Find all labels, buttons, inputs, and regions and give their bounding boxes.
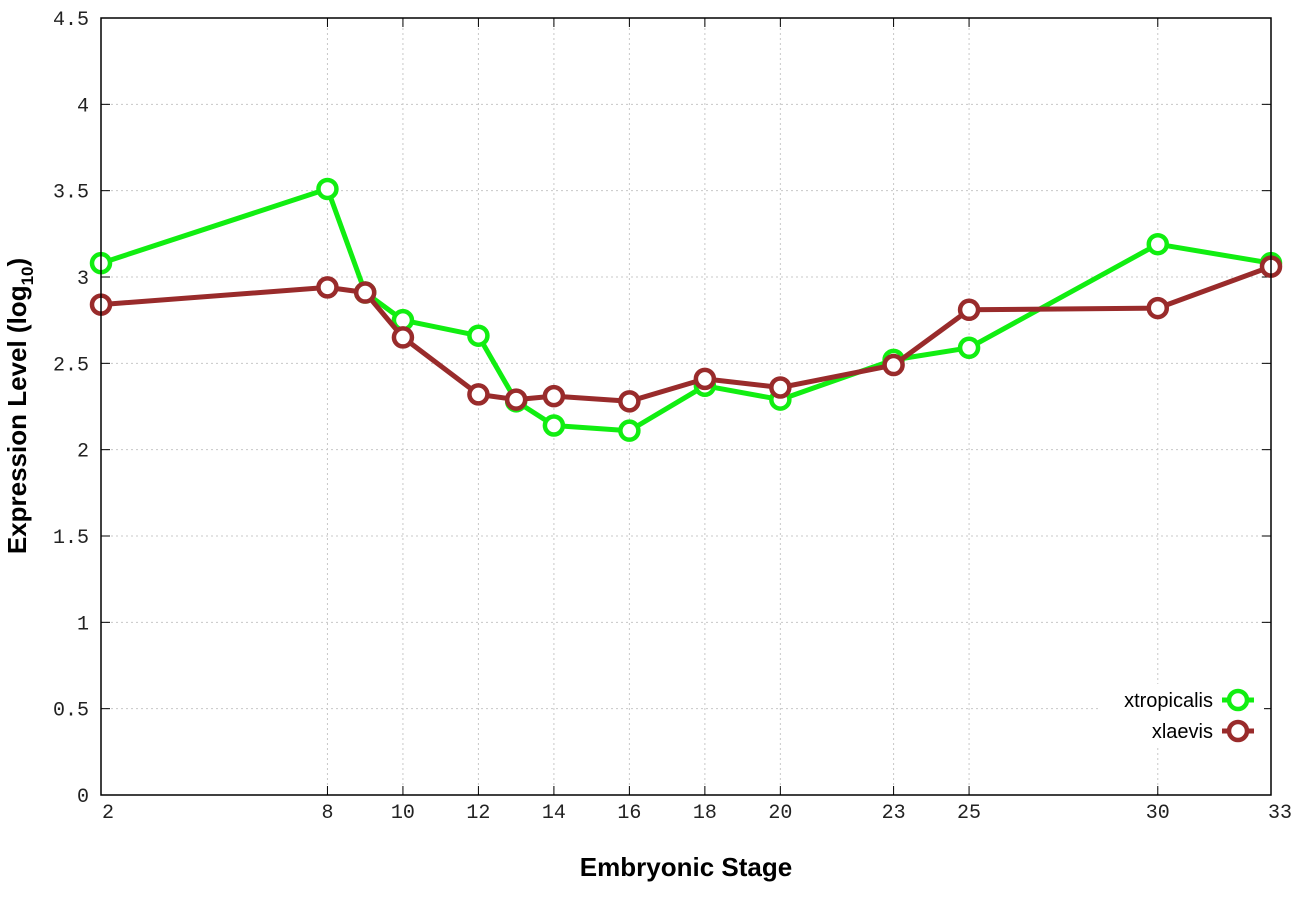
x-tick-label: 20 (768, 802, 792, 825)
tick-labels: 0 0.5 1 1.5 2 2.5 3 3.5 4 4.5 2 8 10 12 14 16 18 20 23 25 30… (53, 9, 1292, 825)
y-tick-label: 3.5 (53, 182, 89, 205)
y-tick-label: 1 (77, 613, 89, 636)
data-point-xlaevis (504, 388, 528, 411)
ticks (100, 17, 1272, 796)
x-tick-label: 25 (957, 802, 981, 825)
legend-marker-xlaevis (1226, 719, 1250, 743)
y-tick-label: 3 (77, 268, 89, 291)
x-tick-label: 30 (1146, 802, 1170, 825)
data-point-xlaevis (1146, 296, 1170, 320)
data-point-xlaevis (542, 384, 566, 408)
plot-frame (100, 17, 1272, 796)
data-point-xlaevis (957, 298, 981, 322)
x-tick-label: 23 (882, 802, 906, 825)
x-tick-label: 33 (1268, 802, 1292, 825)
y-tick-label: 2 (77, 441, 89, 464)
x-tick-label: 16 (617, 802, 641, 825)
x-tick-label: 18 (693, 802, 717, 825)
legend: xtropicalis xlaevis (1098, 684, 1264, 748)
y-tick-label: 0 (77, 786, 89, 809)
x-tick-label: 8 (321, 802, 333, 825)
y-tick-label: 1.5 (53, 527, 89, 550)
data-point-xtropicalis (467, 324, 490, 347)
data-point-xlaevis (391, 326, 415, 349)
legend-label-xlaevis: xlaevis (1152, 721, 1213, 743)
data-point-xlaevis (467, 383, 490, 406)
y-axis-title-subscript: 10 (18, 267, 37, 286)
series-line-xlaevis (100, 264, 1272, 404)
y-tick-label: 4.5 (53, 9, 89, 32)
data-point-xlaevis (769, 376, 792, 399)
series-xlaevis (89, 255, 1283, 413)
data-point-xlaevis (882, 353, 905, 377)
y-tick-label: 4 (77, 95, 89, 118)
data-point-xlaevis (353, 281, 377, 304)
data-point-xtropicalis (316, 177, 339, 201)
x-tick-label: 10 (391, 802, 415, 825)
y-tick-label: 2.5 (53, 354, 89, 377)
grid (101, 18, 1271, 795)
data-point-xtropicalis (618, 419, 641, 442)
legend-label-xtropicalis: xtropicalis (1124, 690, 1213, 712)
data-point-xlaevis (618, 390, 641, 413)
data-point-xtropicalis (957, 336, 981, 360)
data-point-xlaevis (693, 367, 717, 391)
data-point-xtropicalis (542, 414, 566, 437)
data-point-xtropicalis (1146, 232, 1170, 256)
data-point-xlaevis (316, 276, 339, 299)
y-axis-title-main: Expression Level (log (2, 285, 32, 554)
legend-marker-xtropicalis (1226, 688, 1250, 712)
x-tick-label: 12 (466, 802, 490, 825)
x-axis-title: Embryonic Stage (580, 852, 792, 882)
series-layer (89, 177, 1283, 442)
y-axis-title: Expression Level (log10) (2, 258, 37, 554)
x-tick-label: 14 (542, 802, 566, 825)
y-tick-label: 0.5 (53, 700, 89, 723)
x-tick-label: 2 (102, 802, 114, 825)
y-axis-title-close: ) (2, 258, 32, 267)
